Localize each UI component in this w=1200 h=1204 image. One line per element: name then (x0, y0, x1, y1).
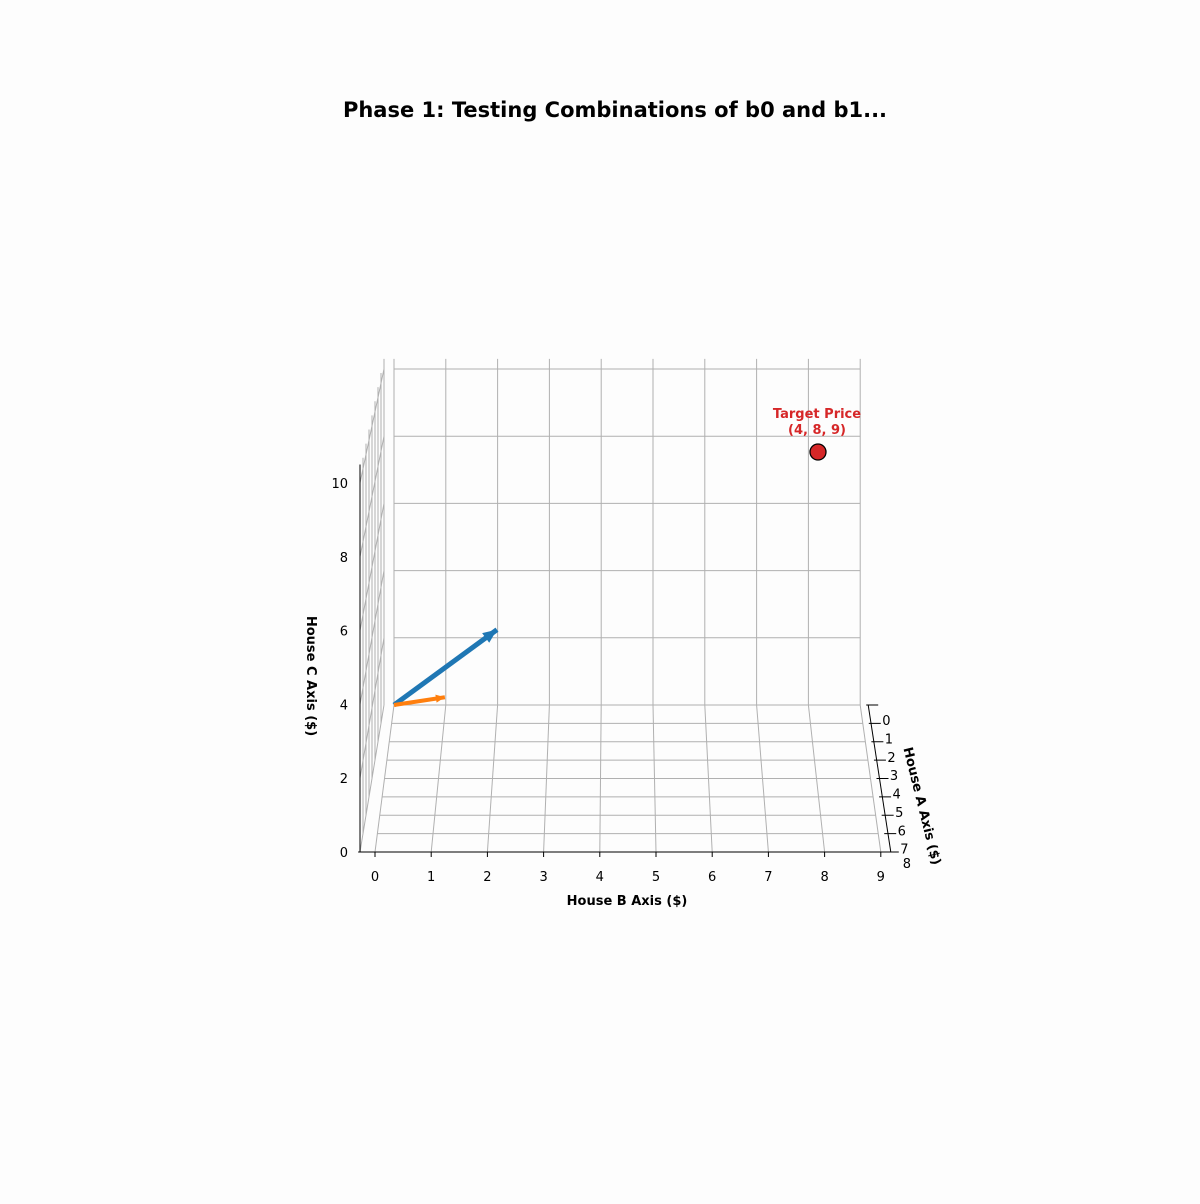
target-label-line1: Target Price (773, 407, 861, 422)
side-grid-line (359, 570, 385, 705)
x-tick-label: 3 (890, 769, 898, 784)
y-tick-label: 4 (596, 870, 604, 885)
x-tick-label: 2 (887, 751, 895, 766)
side-grid-line (359, 637, 385, 779)
z-tick-label: 2 (340, 772, 348, 787)
y-tick-label: 2 (483, 870, 491, 885)
vector-1-shaft (392, 627, 499, 708)
chart-title: Phase 1: Testing Combinations of b0 and … (343, 98, 887, 122)
y-tick-label: 8 (820, 870, 828, 885)
x-tick-label: 6 (898, 824, 906, 839)
x-tick-label: 7 (900, 843, 908, 858)
vector-1-arrowhead (482, 629, 497, 643)
y-tick-label: 7 (764, 870, 772, 885)
y-tick-label: 9 (877, 870, 885, 885)
x-tick-label: 5 (895, 806, 903, 821)
z-tick-label: 6 (340, 625, 348, 640)
target-label-line2: (4, 8, 9) (788, 423, 846, 438)
side-grid-line (359, 368, 385, 484)
z-tick-label: 4 (340, 698, 348, 713)
x-tick-label: 0 (882, 714, 890, 729)
grid (359, 358, 882, 853)
y-tick-label: 6 (708, 870, 716, 885)
marks (392, 443, 827, 708)
z-axis-label: House C Axis ($) (303, 616, 318, 736)
y-tick-label: 0 (371, 870, 379, 885)
side-grid-line (359, 503, 385, 631)
z-tick-label: 8 (340, 551, 348, 566)
target-point (809, 443, 827, 461)
y-tick-label: 1 (427, 870, 435, 885)
side-grid-line (359, 704, 385, 853)
x-tick-label: 8 (903, 857, 911, 872)
vector-2-arrowhead (435, 694, 445, 703)
z-tick-label: 10 (331, 477, 348, 492)
x-tick-label: 1 (885, 732, 893, 747)
y-axis-label: House B Axis ($) (567, 894, 688, 909)
y-tick-label: 3 (539, 870, 547, 885)
y-tick-label: 5 (652, 870, 660, 885)
side-grid-line (359, 436, 385, 557)
z-tick-label: 0 (340, 846, 348, 861)
x-tick-label: 4 (893, 788, 901, 803)
